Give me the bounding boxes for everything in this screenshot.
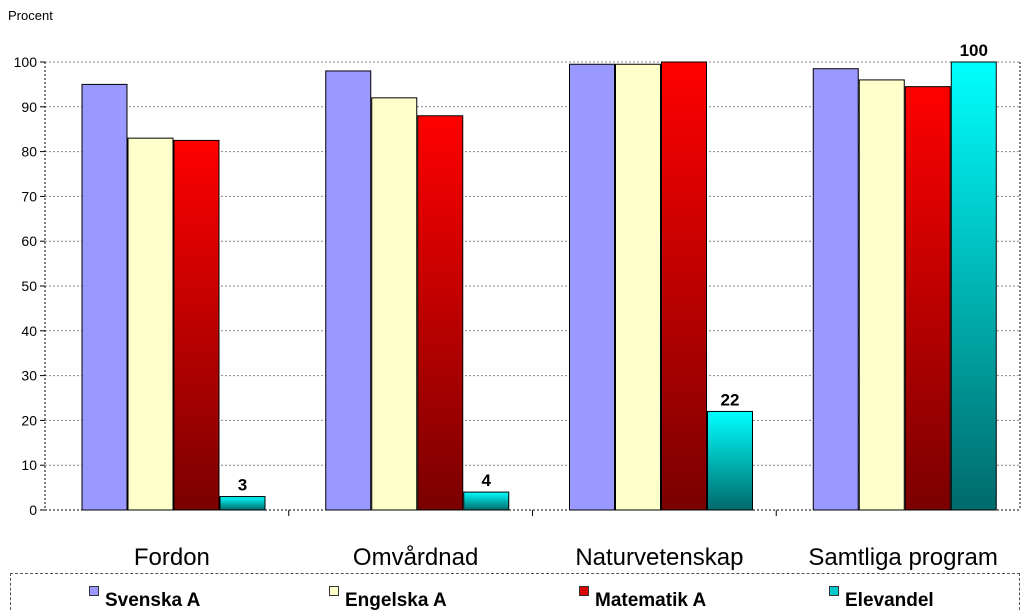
bar-engelska-a [127, 137, 174, 511]
bar-engelska-a [858, 79, 905, 511]
bar-elevandel [950, 61, 997, 511]
data-label: 4 [482, 471, 492, 490]
y-tick-label: 30 [21, 368, 37, 384]
y-tick-label: 40 [21, 323, 37, 339]
y-tick-label: 50 [21, 278, 37, 294]
y-tick-label: 60 [21, 233, 37, 249]
legend-swatch [329, 586, 339, 596]
bar-svenska-a [81, 83, 128, 511]
legend-label: Matematik A [595, 590, 707, 611]
bar-svenska-a [812, 68, 859, 511]
x-category-label: Fordon [134, 544, 210, 571]
y-tick-label: 90 [21, 99, 37, 115]
legend: Svenska A Engelska A Matematik A Elevandel [10, 573, 1020, 611]
legend-swatch [579, 586, 589, 596]
y-tick-label: 0 [29, 502, 37, 518]
bar-matematik-a [173, 139, 220, 511]
bar-matematik-a [417, 115, 464, 511]
data-label: 3 [238, 476, 247, 495]
y-tick-label: 80 [21, 144, 37, 160]
legend-label: Svenska A [105, 590, 201, 611]
legend-label: Elevandel [845, 590, 934, 611]
data-label: 100 [960, 41, 988, 60]
y-tick-label: 100 [14, 54, 38, 70]
y-tick-label: 70 [21, 188, 37, 204]
x-category-label: Omvårdnad [353, 544, 478, 571]
x-category-label: Naturvetenskap [575, 544, 743, 571]
legend-swatch [829, 586, 839, 596]
x-category-label: Samtliga program [808, 544, 997, 571]
bar-svenska-a [325, 70, 372, 511]
bar-matematik-a [904, 86, 951, 511]
bar-matematik-a [661, 61, 707, 511]
bars [81, 61, 997, 511]
y-tick-label: 20 [21, 412, 37, 428]
bar-engelska-a [371, 97, 418, 511]
data-label: 22 [721, 390, 740, 409]
bar-elevandel [463, 491, 510, 511]
labels: 0 10 20 30 40 50 60 70 80 90 100 3 Fordon 4 Omvårdnad 2… [14, 41, 998, 571]
legend-swatch [89, 586, 99, 596]
legend-label: Engelska A [345, 590, 447, 611]
y-axis-title: Procent [8, 8, 53, 23]
bar-engelska-a [615, 63, 661, 511]
bar-elevandel [707, 410, 753, 511]
bar-svenska-a [569, 63, 615, 511]
y-tick-label: 10 [21, 457, 37, 473]
bar-elevandel [219, 496, 266, 511]
